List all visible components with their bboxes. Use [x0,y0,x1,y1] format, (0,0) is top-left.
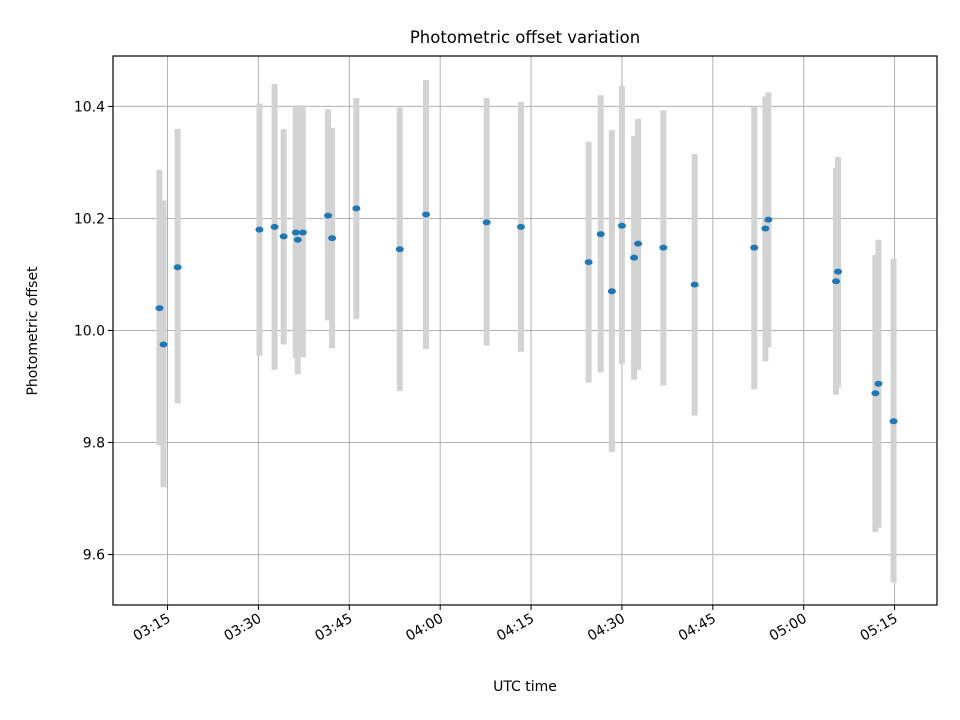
y-axis-label: Photometric offset [25,266,41,396]
data-points [155,205,898,425]
y-tick-label: 10.2 [74,211,105,227]
data-point [255,226,264,233]
data-point [584,259,593,266]
data-point [761,225,770,232]
y-tick-label: 9.8 [83,436,105,452]
data-point [352,205,361,212]
data-point [750,244,759,251]
data-point [889,418,898,425]
data-point [328,235,337,242]
data-point [155,305,164,312]
data-point [298,229,307,236]
data-point [270,223,279,230]
data-point [607,288,616,295]
data-point [630,254,639,261]
data-point [293,236,302,243]
y-tick-label: 10.4 [74,99,105,115]
data-point [516,223,525,230]
data-point [279,233,288,240]
y-axis-ticks: 9.6 9.8 10.0 10.2 10.4 [74,99,113,564]
data-point [874,380,883,387]
y-tick-label: 9.6 [83,548,105,564]
y-tick-label: 10.0 [74,324,105,340]
data-point [832,278,841,285]
data-point [482,219,491,226]
data-point [871,390,880,397]
data-point [764,216,773,223]
data-point [617,222,626,229]
data-point [173,264,182,271]
data-point [596,231,605,238]
x-axis-label: UTC time [493,679,557,695]
data-point [659,244,668,251]
chart-title: Photometric offset variation [410,28,640,47]
data-point [834,268,843,275]
data-point [291,229,300,236]
data-point [159,341,168,348]
data-point [422,211,431,218]
data-point [324,212,333,219]
data-point [634,240,643,247]
data-point [690,281,699,288]
data-point [395,246,404,253]
